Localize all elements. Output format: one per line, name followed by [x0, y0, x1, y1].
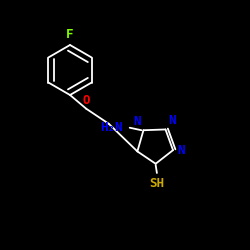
Text: N: N [177, 144, 184, 157]
Text: F: F [66, 28, 74, 41]
Text: H₂N: H₂N [100, 121, 122, 134]
Text: N: N [134, 115, 141, 128]
Text: SH: SH [150, 178, 164, 190]
Text: O: O [82, 94, 90, 108]
Text: N: N [168, 114, 175, 127]
